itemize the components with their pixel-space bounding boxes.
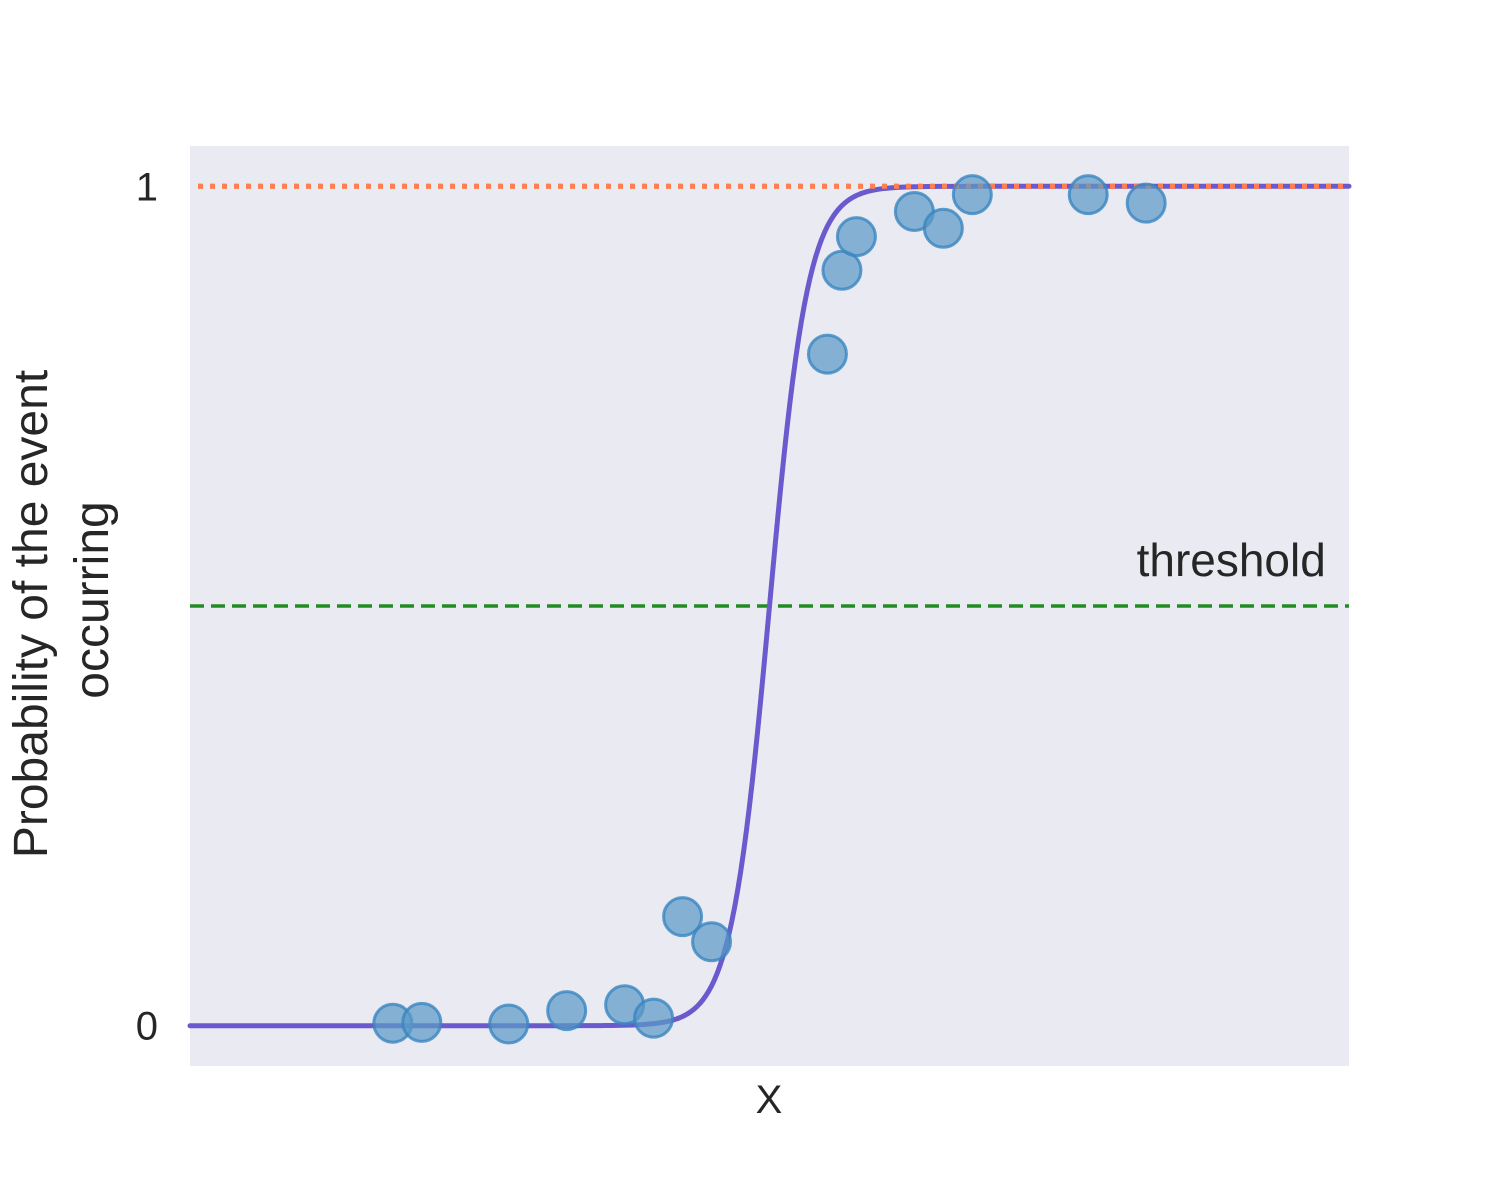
- y-axis-label: Probability of the event occurring: [5, 370, 119, 858]
- threshold-annotation: threshold: [1137, 534, 1326, 586]
- y-axis-label-line-2: occurring: [66, 501, 119, 698]
- data-point: [633, 997, 675, 1039]
- data-point: [662, 896, 704, 938]
- data-point: [1067, 174, 1109, 216]
- data-point: [922, 207, 964, 249]
- data-point: [488, 1003, 530, 1045]
- data-point: [821, 249, 863, 291]
- y-tick-labels: 01: [136, 165, 158, 1048]
- data-point: [835, 216, 877, 258]
- data-point: [401, 1001, 443, 1043]
- scatter-points: [372, 174, 1167, 1045]
- y-axis-label-line-1: Probability of the event: [5, 370, 58, 858]
- data-point: [691, 921, 733, 963]
- data-point: [806, 333, 848, 375]
- y-tick-label: 0: [136, 1005, 158, 1049]
- data-point: [546, 990, 588, 1032]
- data-point: [951, 174, 993, 216]
- x-axis-label: X: [756, 1078, 783, 1122]
- y-tick-label: 1: [136, 165, 158, 209]
- data-point: [1125, 182, 1167, 224]
